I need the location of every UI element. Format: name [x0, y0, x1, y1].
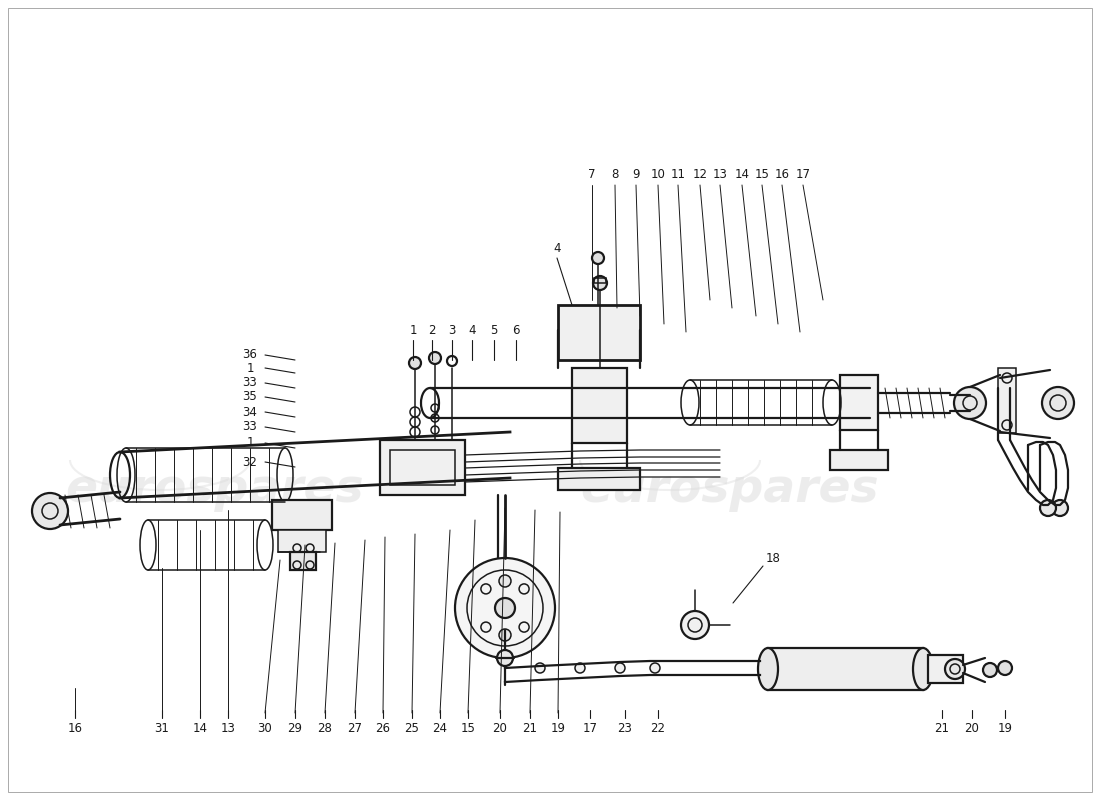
Circle shape: [1040, 500, 1056, 516]
Text: 33: 33: [243, 377, 257, 390]
Text: 27: 27: [348, 722, 363, 734]
Circle shape: [575, 663, 585, 673]
Text: 19: 19: [550, 722, 565, 734]
Circle shape: [650, 663, 660, 673]
Bar: [379, 440, 465, 495]
Text: 4: 4: [553, 242, 561, 254]
Text: eurospares: eurospares: [581, 467, 879, 513]
Circle shape: [499, 629, 512, 641]
Circle shape: [497, 650, 513, 666]
Bar: [572, 368, 627, 443]
Text: 21: 21: [935, 722, 949, 734]
Circle shape: [998, 661, 1012, 675]
Text: 7: 7: [588, 169, 596, 182]
Text: 5: 5: [491, 323, 497, 337]
Text: eurospares: eurospares: [66, 467, 364, 513]
Bar: [840, 375, 878, 430]
Circle shape: [1052, 500, 1068, 516]
Text: 20: 20: [965, 722, 979, 734]
Circle shape: [983, 663, 997, 677]
Circle shape: [495, 598, 515, 618]
Circle shape: [615, 663, 625, 673]
Text: 29: 29: [287, 722, 303, 734]
Text: 23: 23: [617, 722, 632, 734]
Ellipse shape: [758, 648, 778, 690]
Text: 1: 1: [246, 362, 254, 374]
Text: 28: 28: [318, 722, 332, 734]
Text: 21: 21: [522, 722, 538, 734]
Text: 2: 2: [428, 323, 436, 337]
Bar: [998, 368, 1016, 433]
Text: 11: 11: [671, 169, 685, 182]
Text: 8: 8: [612, 169, 618, 182]
Text: 20: 20: [493, 722, 507, 734]
Circle shape: [592, 252, 604, 264]
Bar: [290, 552, 316, 570]
Text: 1: 1: [246, 437, 254, 450]
Text: 4: 4: [469, 323, 475, 337]
Text: 30: 30: [257, 722, 273, 734]
Text: 31: 31: [155, 722, 169, 734]
Text: 34: 34: [243, 406, 257, 418]
Circle shape: [681, 611, 710, 639]
Circle shape: [593, 276, 607, 290]
Text: 17: 17: [583, 722, 597, 734]
Text: 1: 1: [409, 323, 417, 337]
Text: 17: 17: [795, 169, 811, 182]
Circle shape: [1042, 387, 1074, 419]
Text: 14: 14: [192, 722, 208, 734]
Bar: [768, 648, 923, 690]
Circle shape: [945, 659, 965, 679]
Text: 32: 32: [243, 455, 257, 469]
Circle shape: [455, 558, 556, 658]
Text: 16: 16: [774, 169, 790, 182]
Text: 15: 15: [461, 722, 475, 734]
Bar: [558, 468, 640, 490]
Text: 14: 14: [735, 169, 749, 182]
Text: 18: 18: [766, 551, 780, 565]
Bar: [928, 655, 962, 683]
Text: 35: 35: [243, 390, 257, 403]
Circle shape: [954, 387, 986, 419]
Text: 3: 3: [449, 323, 455, 337]
Circle shape: [429, 352, 441, 364]
Text: 22: 22: [650, 722, 666, 734]
Circle shape: [535, 663, 544, 673]
Circle shape: [499, 575, 512, 587]
Text: 24: 24: [432, 722, 448, 734]
Bar: [594, 278, 606, 283]
Text: 13: 13: [221, 722, 235, 734]
Text: 33: 33: [243, 421, 257, 434]
Bar: [278, 530, 326, 552]
Circle shape: [409, 357, 421, 369]
Bar: [390, 450, 455, 485]
Text: 19: 19: [998, 722, 1012, 734]
Text: 36: 36: [243, 349, 257, 362]
Text: 26: 26: [375, 722, 390, 734]
Bar: [830, 450, 888, 470]
Text: 16: 16: [67, 722, 82, 734]
Bar: [558, 305, 640, 360]
Bar: [272, 500, 332, 530]
Text: 13: 13: [713, 169, 727, 182]
Circle shape: [32, 493, 68, 529]
Text: 10: 10: [650, 169, 666, 182]
Text: 25: 25: [405, 722, 419, 734]
Text: 9: 9: [632, 169, 640, 182]
Text: 15: 15: [755, 169, 769, 182]
Text: 6: 6: [513, 323, 519, 337]
Text: 12: 12: [693, 169, 707, 182]
Ellipse shape: [913, 648, 933, 690]
